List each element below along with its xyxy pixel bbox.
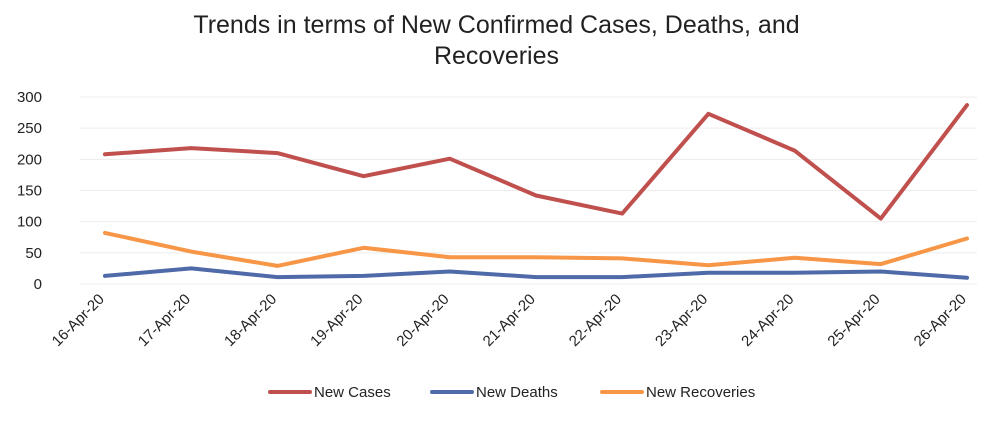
chart-title-line-2: Recoveries bbox=[433, 42, 560, 70]
y-tick-label-250: 250 bbox=[17, 120, 42, 137]
chart-title-line-1: Trends in terms of New Confirmed Cases, … bbox=[193, 11, 800, 39]
legend-label-new-cases: New Cases bbox=[314, 384, 391, 401]
y-tick-label-150: 150 bbox=[17, 183, 42, 200]
x-tick-label-3: 19-Apr-20 bbox=[307, 291, 366, 350]
series-line-new-deaths bbox=[103, 266, 969, 280]
y-tick-label-50: 50 bbox=[25, 245, 42, 262]
x-tick-label-7: 23-Apr-20 bbox=[652, 291, 711, 350]
x-tick-label-0: 16-Apr-20 bbox=[49, 291, 108, 350]
series-line-new-cases bbox=[103, 103, 969, 221]
y-tick-label-200: 200 bbox=[17, 151, 42, 168]
legend-label-new-recoveries: New Recoveries bbox=[646, 384, 755, 401]
x-tick-label-10: 26-Apr-20 bbox=[911, 291, 970, 350]
x-tick-label-5: 21-Apr-20 bbox=[480, 291, 539, 350]
y-tick-label-300: 300 bbox=[17, 89, 42, 106]
chart-title: Trends in terms of New Confirmed Cases, … bbox=[0, 10, 993, 72]
x-tick-label-9: 25-Apr-20 bbox=[824, 291, 883, 350]
x-tick-label-1: 17-Apr-20 bbox=[135, 291, 194, 350]
y-tick-label-100: 100 bbox=[17, 214, 42, 231]
x-tick-label-8: 24-Apr-20 bbox=[738, 291, 797, 350]
y-tick-label-0: 0 bbox=[34, 276, 42, 293]
legend-label-new-deaths: New Deaths bbox=[476, 384, 558, 401]
x-tick-label-4: 20-Apr-20 bbox=[393, 291, 452, 350]
x-tick-label-6: 22-Apr-20 bbox=[566, 291, 625, 350]
series-line-new-recoveries bbox=[103, 230, 969, 268]
x-tick-label-2: 18-Apr-20 bbox=[221, 291, 280, 350]
